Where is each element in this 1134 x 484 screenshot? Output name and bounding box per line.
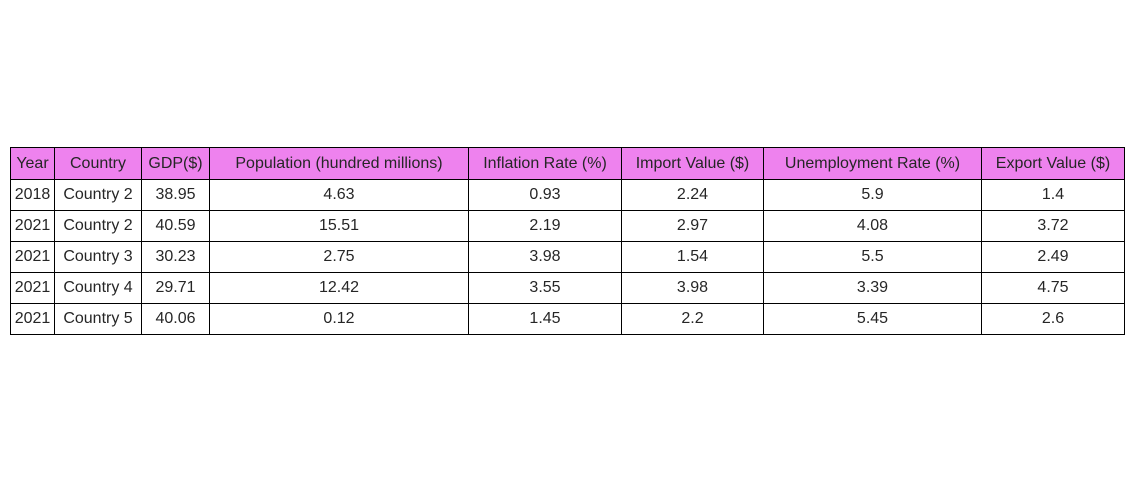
table-cell: Country 2	[54, 179, 142, 211]
table-cell: 4.75	[981, 272, 1125, 304]
table-cell: 30.23	[141, 241, 210, 273]
table-cell: 2021	[10, 241, 55, 273]
table-cell: Country 2	[54, 210, 142, 242]
column-header: Population (hundred millions)	[209, 147, 469, 180]
table-row: 2021 Country 3 30.23 2.75 3.98 1.54 5.5 2.49	[10, 241, 1125, 273]
table-cell: 2.2	[621, 303, 764, 335]
table-cell: 3.98	[621, 272, 764, 304]
data-table-container: Year Country GDP($) Population (hundred mil…	[10, 147, 1125, 335]
table-cell: 2018	[10, 179, 55, 211]
column-header: Unemployment Rate (%)	[763, 147, 982, 180]
table-cell: Country 3	[54, 241, 142, 273]
table-cell: 1.45	[468, 303, 622, 335]
table-row: 2018 Country 2 38.95 4.63 0.93 2.24 5.9 1.4	[10, 179, 1125, 211]
table-row: 2021 Country 4 29.71 12.42 3.55 3.98 3.39 4.75	[10, 272, 1125, 304]
table-cell: 2.49	[981, 241, 1125, 273]
table-cell: 12.42	[209, 272, 469, 304]
table-cell: 4.63	[209, 179, 469, 211]
data-table: Year Country GDP($) Population (hundred mil…	[10, 147, 1125, 335]
table-cell: 2.6	[981, 303, 1125, 335]
table-cell: 5.45	[763, 303, 982, 335]
table-cell: 2.24	[621, 179, 764, 211]
table-cell: 3.98	[468, 241, 622, 273]
table-row: 2021 Country 2 40.59 15.51 2.19 2.97 4.08 3.72	[10, 210, 1125, 242]
table-body: 2018 Country 2 38.95 4.63 0.93 2.24 5.9 1.4 2021…	[10, 179, 1125, 335]
table-cell: 0.93	[468, 179, 622, 211]
table-cell: 2021	[10, 272, 55, 304]
table-cell: Country 4	[54, 272, 142, 304]
table-cell: 2021	[10, 210, 55, 242]
table-cell: 5.5	[763, 241, 982, 273]
table-cell: 1.4	[981, 179, 1125, 211]
table-cell: 2.19	[468, 210, 622, 242]
table-cell: 3.39	[763, 272, 982, 304]
table-cell: 5.9	[763, 179, 982, 211]
table-row: 2021 Country 5 40.06 0.12 1.45 2.2 5.45 2.6	[10, 303, 1125, 335]
table-cell: 38.95	[141, 179, 210, 211]
table-cell: Country 5	[54, 303, 142, 335]
column-header: Import Value ($)	[621, 147, 764, 180]
column-header: Year	[10, 147, 55, 180]
table-cell: 3.72	[981, 210, 1125, 242]
table-cell: 15.51	[209, 210, 469, 242]
table-cell: 40.59	[141, 210, 210, 242]
column-header: Inflation Rate (%)	[468, 147, 622, 180]
column-header: Export Value ($)	[981, 147, 1125, 180]
column-header: GDP($)	[141, 147, 210, 180]
table-cell: 40.06	[141, 303, 210, 335]
table-cell: 2.75	[209, 241, 469, 273]
table-cell: 1.54	[621, 241, 764, 273]
table-header-row: Year Country GDP($) Population (hundred mil…	[10, 147, 1125, 180]
table-cell: 2021	[10, 303, 55, 335]
table-cell: 2.97	[621, 210, 764, 242]
table-cell: 0.12	[209, 303, 469, 335]
table-cell: 3.55	[468, 272, 622, 304]
table-cell: 29.71	[141, 272, 210, 304]
table-cell: 4.08	[763, 210, 982, 242]
column-header: Country	[54, 147, 142, 180]
